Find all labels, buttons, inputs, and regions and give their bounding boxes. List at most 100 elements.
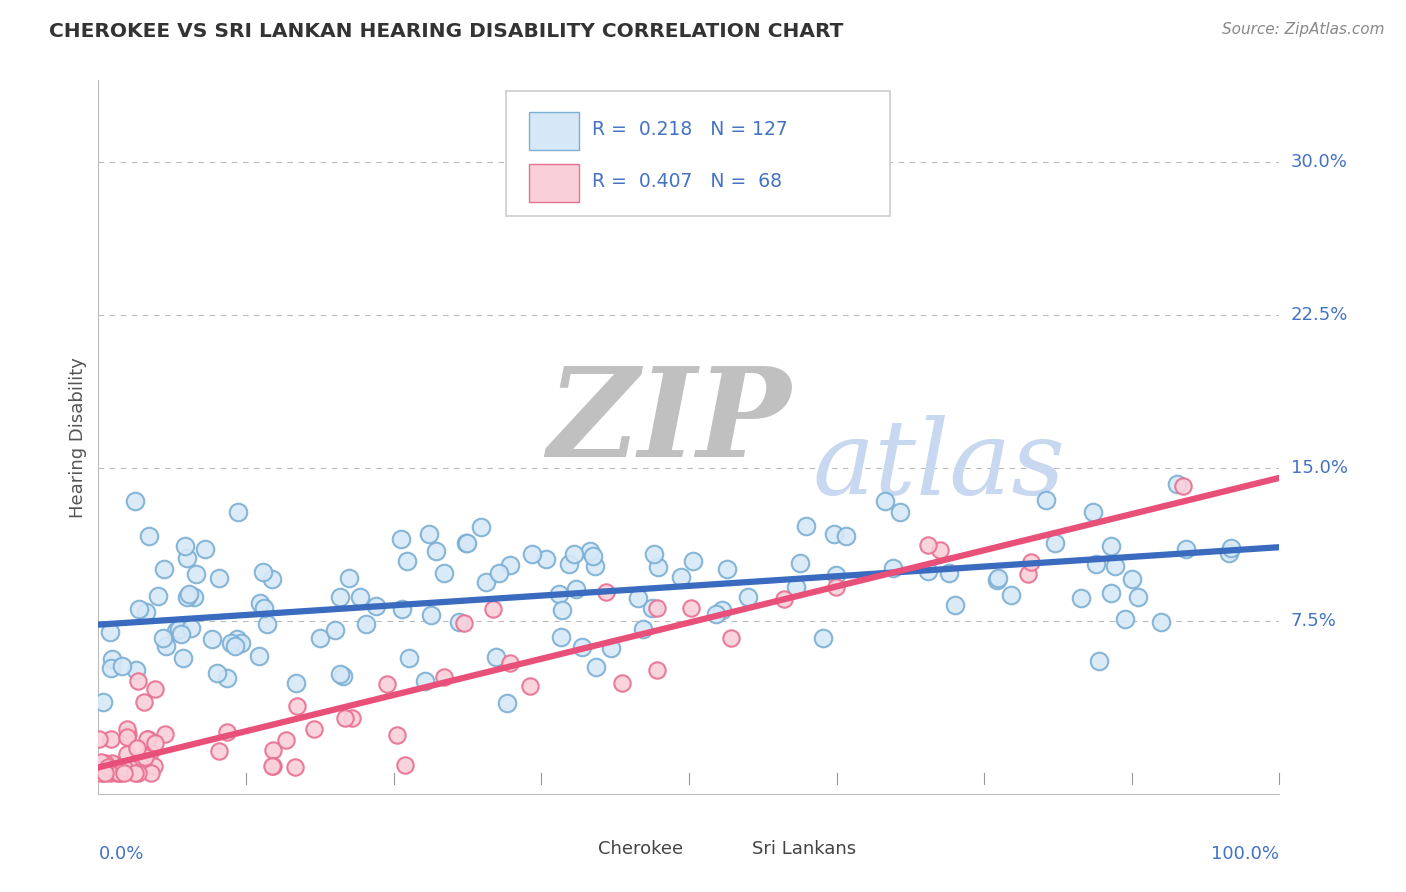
Point	[682, 554, 704, 568]
Point	[578, 544, 600, 558]
Point	[177, 587, 200, 601]
Point	[135, 605, 157, 619]
Point	[643, 547, 665, 561]
Point	[773, 591, 796, 606]
Point	[205, 666, 228, 681]
Point	[547, 587, 569, 601]
Point	[987, 570, 1010, 584]
Point	[889, 505, 911, 519]
Point	[100, 731, 122, 746]
Text: 15.0%: 15.0%	[1291, 458, 1347, 476]
Point	[488, 566, 510, 581]
Point	[519, 679, 541, 693]
Point	[938, 566, 960, 580]
Point	[550, 630, 572, 644]
Point	[349, 590, 371, 604]
FancyBboxPatch shape	[530, 112, 579, 151]
Point	[928, 543, 950, 558]
Point	[571, 640, 593, 655]
Point	[1035, 493, 1057, 508]
Point	[224, 640, 246, 654]
Point	[229, 636, 252, 650]
Text: R =  0.218   N = 127: R = 0.218 N = 127	[592, 120, 787, 138]
Point	[97, 760, 120, 774]
Text: Cherokee: Cherokee	[598, 840, 683, 858]
Point	[681, 600, 703, 615]
Point	[124, 493, 146, 508]
Point	[631, 622, 654, 636]
Text: atlas: atlas	[813, 415, 1066, 516]
Point	[176, 590, 198, 604]
Point	[425, 544, 447, 558]
Point	[811, 631, 834, 645]
Point	[90, 755, 112, 769]
Point	[101, 756, 124, 771]
Point	[155, 639, 177, 653]
Point	[419, 608, 441, 623]
Point	[1088, 654, 1111, 668]
Point	[201, 632, 224, 647]
Point	[260, 759, 283, 773]
Point	[418, 526, 440, 541]
Point	[304, 722, 326, 736]
Point	[917, 564, 939, 578]
Point	[1083, 505, 1105, 519]
Point	[274, 733, 297, 747]
Point	[1070, 591, 1092, 605]
Point	[1218, 546, 1240, 560]
Point	[143, 736, 166, 750]
Text: Sri Lankans: Sri Lankans	[752, 840, 856, 858]
Point	[600, 640, 623, 655]
Text: Source: ZipAtlas.com: Source: ZipAtlas.com	[1222, 22, 1385, 37]
Point	[557, 557, 579, 571]
Point	[111, 659, 134, 673]
Point	[520, 547, 543, 561]
Point	[1114, 612, 1136, 626]
Point	[354, 617, 377, 632]
Point	[309, 632, 332, 646]
Point	[835, 529, 858, 543]
Point	[170, 626, 193, 640]
Point	[332, 669, 354, 683]
Point	[482, 601, 505, 615]
Point	[323, 623, 346, 637]
Point	[136, 731, 159, 746]
Point	[456, 535, 478, 549]
Point	[180, 620, 202, 634]
Point	[499, 558, 522, 572]
Text: 22.5%: 22.5%	[1291, 306, 1348, 324]
Point	[824, 567, 846, 582]
Point	[138, 529, 160, 543]
Point	[470, 520, 492, 534]
Point	[671, 569, 693, 583]
Point	[551, 603, 574, 617]
Point	[1043, 536, 1066, 550]
Point	[704, 607, 727, 622]
Point	[134, 750, 156, 764]
Point	[134, 695, 156, 709]
Point	[285, 698, 308, 713]
Point	[115, 747, 138, 762]
Point	[385, 728, 408, 742]
Point	[873, 494, 896, 508]
Point	[882, 561, 904, 575]
Text: 0.0%: 0.0%	[98, 845, 143, 863]
Point	[1121, 572, 1143, 586]
Point	[499, 656, 522, 670]
Point	[127, 674, 149, 689]
Point	[155, 727, 177, 741]
Point	[1150, 615, 1173, 629]
Point	[100, 661, 122, 675]
Point	[413, 673, 436, 688]
Point	[394, 758, 416, 772]
Point	[98, 624, 121, 639]
Point	[1171, 478, 1194, 492]
Text: 30.0%: 30.0%	[1291, 153, 1347, 171]
Point	[139, 745, 162, 759]
Point	[785, 580, 807, 594]
Point	[249, 596, 271, 610]
FancyBboxPatch shape	[506, 91, 890, 216]
Point	[93, 766, 115, 780]
Point	[112, 761, 135, 775]
Point	[485, 649, 508, 664]
